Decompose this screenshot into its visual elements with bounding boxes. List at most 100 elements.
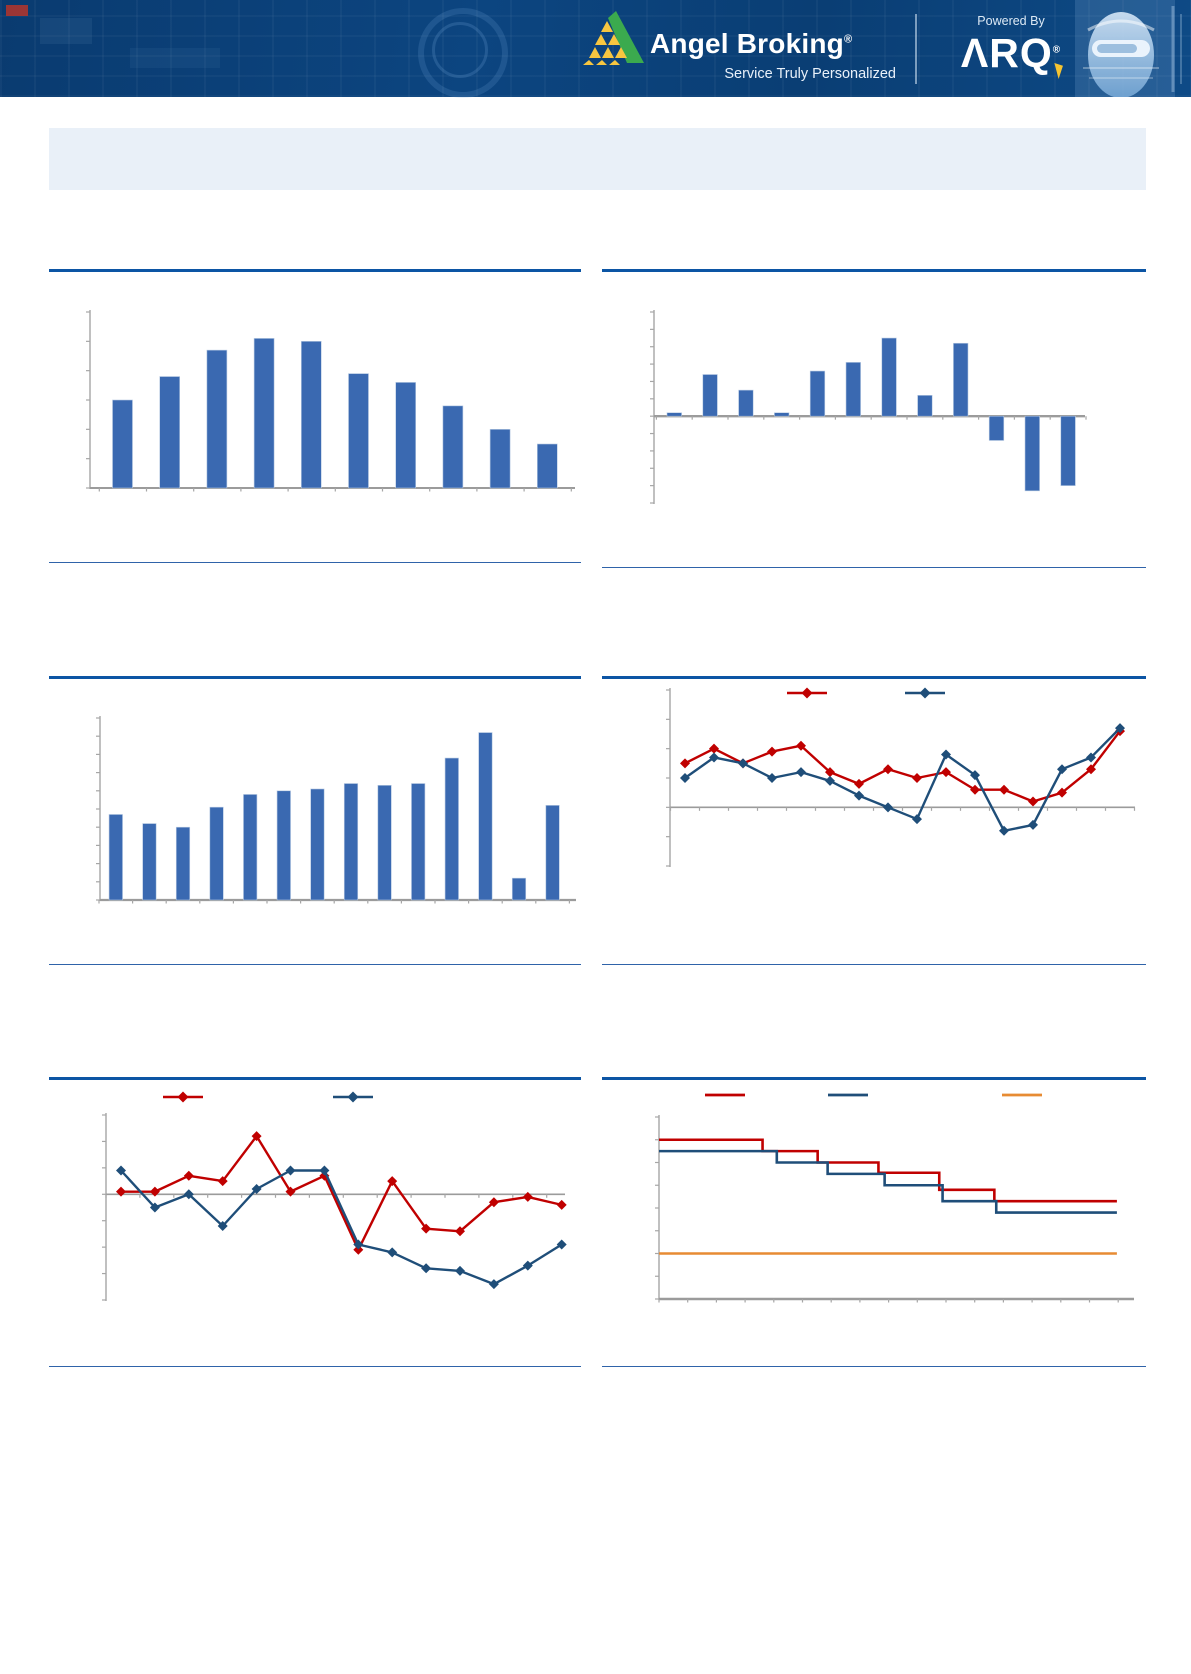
diamond-marker <box>709 743 719 754</box>
bar <box>738 389 754 417</box>
bar <box>881 337 897 417</box>
bar <box>489 429 511 489</box>
bar-series <box>666 337 1076 492</box>
section-rule <box>602 1077 1146 1080</box>
diamond-marker <box>767 773 777 783</box>
section-rule-thin <box>602 964 1146 966</box>
section-rule <box>49 269 581 272</box>
bar <box>953 342 969 417</box>
section-rule-thin <box>602 567 1146 569</box>
bar-series <box>108 732 560 901</box>
bar <box>809 370 826 417</box>
diamond-marker <box>353 1244 364 1255</box>
step-red <box>659 1138 1117 1203</box>
diamond-marker <box>183 1189 194 1200</box>
bar <box>478 732 493 901</box>
target-circle-decoration <box>432 22 488 78</box>
diamond-marker <box>387 1176 398 1187</box>
legend-diamond-marker <box>177 1091 189 1103</box>
diamond-marker <box>353 1239 364 1250</box>
bar <box>175 826 191 901</box>
bar <box>112 399 133 489</box>
diamond-marker <box>319 1165 330 1176</box>
bar <box>666 412 682 417</box>
diamond-marker <box>854 778 864 789</box>
bar <box>276 790 291 901</box>
legend <box>787 687 945 699</box>
angel-broking-logo-icon <box>583 11 644 65</box>
bar <box>377 785 392 901</box>
diamond-marker <box>421 1263 432 1274</box>
diamond-marker <box>285 1165 296 1176</box>
diamond-marker <box>883 802 893 813</box>
diamond-marker <box>556 1239 567 1250</box>
diamond-marker <box>709 752 719 763</box>
diamond-marker <box>455 1265 465 1276</box>
diamond-marker <box>796 740 806 751</box>
step-navy <box>659 1149 1117 1214</box>
diamond-marker <box>767 746 777 757</box>
diamond-marker <box>116 1165 126 1176</box>
bar <box>395 382 417 489</box>
bar <box>988 415 1005 441</box>
bar <box>511 877 527 901</box>
bar <box>1024 415 1040 492</box>
diamond-marker <box>1057 787 1067 798</box>
diamond-marker <box>738 758 748 769</box>
bar-series <box>112 338 558 489</box>
bar <box>301 341 322 489</box>
powered-by-label: Powered By <box>977 14 1045 28</box>
brand-tagline: Service Truly Personalized <box>724 66 896 82</box>
diamond-marker <box>941 767 951 778</box>
red-pixel-decoration <box>6 5 28 16</box>
diamond-marker <box>387 1247 398 1258</box>
diamond-marker <box>285 1186 296 1197</box>
diamond-marker <box>217 1221 228 1231</box>
diamond-marker <box>217 1176 228 1187</box>
diamond-marker <box>854 790 864 801</box>
header-banner: Angel Broking® Service Truly Personalize… <box>0 0 1191 98</box>
legend-diamond-marker <box>347 1091 359 1103</box>
bar <box>845 362 861 417</box>
diamond-marker <box>251 1184 262 1194</box>
diamond-marker <box>488 1197 499 1208</box>
axes <box>650 310 1087 504</box>
diamond-marker <box>1028 796 1038 807</box>
diamond-marker <box>883 764 893 775</box>
section-rule <box>49 1077 581 1080</box>
diamond-marker <box>522 1191 533 1202</box>
diamond-marker <box>1086 764 1096 775</box>
diamond-marker <box>1115 723 1125 734</box>
bar <box>411 783 426 901</box>
bar <box>774 412 790 417</box>
registered-mark: ® <box>1052 44 1062 56</box>
target-circle-decoration <box>418 8 508 98</box>
legend <box>163 1091 373 1103</box>
diamond-marker <box>970 770 980 781</box>
brand-name: Angel Broking® <box>650 28 896 60</box>
arq-logo: ΛRQ® <box>932 30 1090 77</box>
series-navy <box>680 723 1125 836</box>
diamond-marker <box>116 1186 126 1197</box>
step-chart-bottom-right <box>655 1093 1134 1303</box>
diamond-marker <box>149 1202 160 1213</box>
brand-name-text: Angel Broking <box>650 28 844 59</box>
legend-diamond-marker <box>919 687 931 699</box>
section-rule-thin <box>49 562 581 564</box>
bar <box>310 788 325 901</box>
diamond-marker <box>825 775 835 786</box>
section-rule <box>602 676 1146 679</box>
robot-head-graphic <box>1075 0 1182 97</box>
diamond-marker <box>455 1226 465 1237</box>
section-rule-thin <box>602 1366 1146 1368</box>
section-rule-thin <box>49 964 581 966</box>
line-chart-bottom-left <box>102 1091 567 1301</box>
diamond-marker <box>941 749 951 760</box>
series-navy <box>116 1165 567 1290</box>
axes <box>102 1113 565 1301</box>
diamond-marker <box>825 767 835 778</box>
bar <box>545 805 560 901</box>
legend-diamond-marker <box>801 687 813 699</box>
diamond-marker <box>421 1223 432 1234</box>
